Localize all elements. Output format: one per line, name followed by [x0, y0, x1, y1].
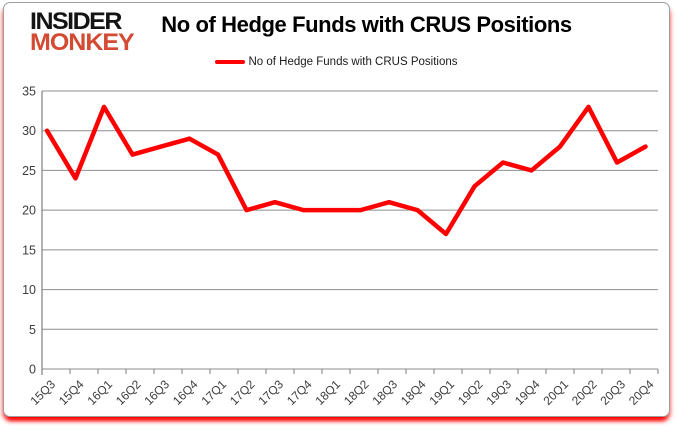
legend: No of Hedge Funds with CRUS Positions	[4, 56, 669, 68]
series-line	[44, 104, 648, 237]
x-axis-tick-label: 15Q3	[27, 377, 58, 408]
x-axis-tick-label: 16Q2	[113, 377, 144, 408]
logo-text-insider: INSIDER	[30, 8, 122, 35]
y-axis-tick-label: 35	[22, 85, 36, 99]
y-axis-tick-label: 25	[22, 164, 36, 178]
chart-title: No of Hedge Funds with CRUS Positions	[161, 12, 572, 37]
logo-text-monkey: MONKEY	[30, 29, 135, 56]
y-axis-tick-label: 10	[22, 283, 36, 297]
line-chart: 0510152025303515Q315Q416Q116Q216Q316Q417…	[22, 85, 659, 408]
x-axis-tick-label: 16Q3	[141, 377, 172, 408]
insider-monkey-logo: INSIDER MONKEY	[30, 8, 135, 56]
x-axis-tick-label: 18Q2	[341, 377, 372, 408]
x-axis-tick-label: 17Q2	[227, 377, 258, 408]
x-axis-tick-label: 17Q4	[284, 377, 315, 408]
y-axis-tick-label: 20	[22, 204, 36, 218]
x-axis-tick-label: 19Q4	[512, 377, 543, 408]
y-axis-tick-label: 30	[22, 124, 36, 138]
x-axis-tick-label: 17Q3	[255, 377, 286, 408]
x-axis-tick-label: 20Q4	[626, 377, 657, 408]
x-axis-tick-label: 20Q3	[597, 377, 628, 408]
y-axis-tick-label: 15	[22, 243, 36, 257]
x-axis-tick-label: 18Q4	[398, 377, 429, 408]
x-axis-tick-label: 18Q3	[369, 377, 400, 408]
y-axis-tick-label: 5	[29, 323, 36, 337]
x-axis-tick-label: 19Q1	[426, 377, 457, 408]
legend-line-swatch	[215, 59, 246, 65]
x-axis-tick-label: 20Q1	[540, 377, 571, 408]
chart-card: INSIDER MONKEY No of Hedge Funds with CR…	[3, 2, 670, 417]
x-axis-tick-label: 20Q2	[569, 377, 600, 408]
x-axis-tick-label: 19Q2	[455, 377, 486, 408]
x-axis-tick-label: 17Q1	[198, 377, 229, 408]
x-axis-tick-label: 19Q3	[483, 377, 514, 408]
y-axis-tick-label: 0	[29, 363, 36, 377]
x-axis-tick-label: 16Q4	[170, 377, 201, 408]
x-axis-tick-label: 15Q4	[56, 377, 87, 408]
x-axis-tick-label: 18Q1	[312, 377, 343, 408]
x-axis-tick-label: 16Q1	[84, 377, 115, 408]
legend-label: No of Hedge Funds with CRUS Positions	[248, 56, 458, 68]
